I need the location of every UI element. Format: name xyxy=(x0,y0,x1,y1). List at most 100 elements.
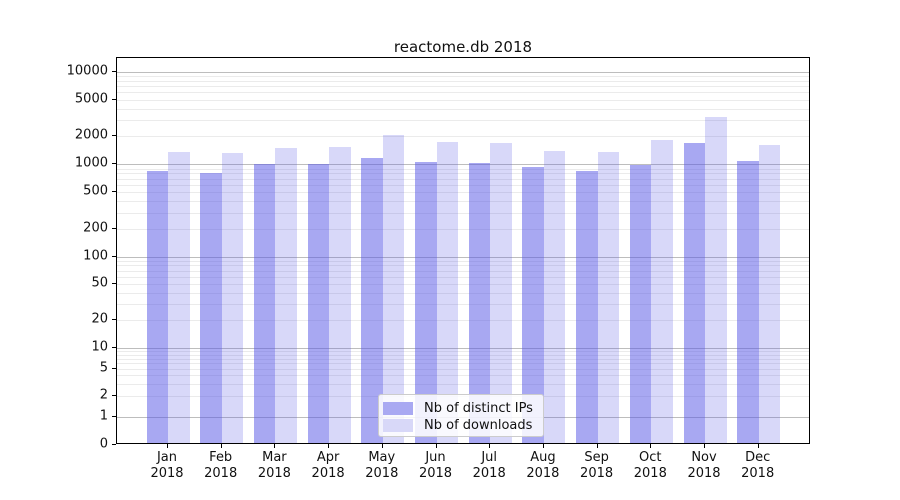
bar-downloads-mar-2018 xyxy=(275,148,297,443)
gridline-minor-4 xyxy=(117,375,809,377)
x-tick-label-mar: Mar 2018 xyxy=(257,450,291,481)
bar-distinct-ips-apr-2018 xyxy=(307,164,330,443)
bar-downloads-feb-2018 xyxy=(221,152,244,443)
x-tick-label-aug: Aug 2018 xyxy=(526,450,560,481)
y-tick-mark-2000 xyxy=(112,135,116,137)
gridline-minor-8000 xyxy=(117,80,809,82)
gridline-minor-2000 xyxy=(117,136,809,138)
x-tick-label-apr: Apr 2018 xyxy=(311,450,345,481)
x-tick-label-sep: Sep 2018 xyxy=(580,450,614,481)
gridline-minor-9 xyxy=(117,351,809,353)
bar-downloads-oct-2018 xyxy=(651,139,673,443)
gridline-minor-50 xyxy=(117,284,809,286)
gridline-minor-3000 xyxy=(117,120,809,122)
y-tick-label-100: 100 xyxy=(83,248,108,263)
y-tick-label-2000: 2000 xyxy=(74,127,108,143)
y-tick-mark-50 xyxy=(112,283,116,285)
y-tick-label-10: 10 xyxy=(91,339,108,355)
y-tick-label-50: 50 xyxy=(91,275,108,291)
bar-downloads-may-2018 xyxy=(382,135,405,443)
x-tick-mark-mar xyxy=(274,444,276,448)
x-tick-label-may: May 2018 xyxy=(365,450,399,481)
gridline-minor-6000 xyxy=(117,92,809,94)
y-tick-label-2: 2 xyxy=(99,387,108,403)
x-tick-mark-feb xyxy=(220,444,222,448)
gridline-major-1000 xyxy=(117,164,809,166)
y-tick-mark-100 xyxy=(112,255,116,257)
legend-item-distinct-ips: Nb of distinct IPs xyxy=(383,400,534,417)
gridline-minor-9000 xyxy=(117,75,809,77)
bar-downloads-jun-2018 xyxy=(436,141,458,443)
legend-item-downloads: Nb of downloads xyxy=(383,417,534,434)
x-tick-mark-dec xyxy=(757,444,759,448)
bar-downloads-sep-2018 xyxy=(597,151,620,443)
gridline-major-10000 xyxy=(117,71,809,73)
gridline-major-100 xyxy=(117,256,809,258)
x-tick-label-jul: Jul 2018 xyxy=(472,450,506,481)
gridline-minor-900 xyxy=(117,168,809,170)
gridline-minor-600 xyxy=(117,184,809,186)
x-tick-label-feb: Feb 2018 xyxy=(204,450,238,481)
y-tick-label-20: 20 xyxy=(91,311,108,327)
bar-downloads-jul-2018 xyxy=(490,142,512,443)
bar-distinct-ips-jan-2018 xyxy=(146,170,168,443)
gridline-minor-5000 xyxy=(117,99,809,101)
y-tick-label-500: 500 xyxy=(83,183,108,199)
gridline-minor-8 xyxy=(117,354,809,356)
x-tick-label-oct: Oct 2018 xyxy=(633,450,667,481)
gridline-minor-20 xyxy=(117,320,809,322)
legend-swatch-downloads xyxy=(383,419,413,432)
bar-distinct-ips-mar-2018 xyxy=(253,164,276,443)
y-tick-mark-5000 xyxy=(112,98,116,100)
gridline-minor-3 xyxy=(117,384,809,386)
bar-distinct-ips-aug-2018 xyxy=(522,166,544,443)
x-tick-mark-jan xyxy=(167,444,168,448)
bar-downloads-jan-2018 xyxy=(168,152,190,443)
y-tick-mark-5 xyxy=(112,367,116,369)
gridline-minor-300 xyxy=(117,212,809,214)
y-tick-mark-1000 xyxy=(112,163,116,165)
y-tick-label-200: 200 xyxy=(83,220,108,236)
y-tick-mark-2 xyxy=(112,395,116,397)
gridline-minor-30 xyxy=(117,304,809,306)
bar-downloads-dec-2018 xyxy=(758,144,781,443)
y-tick-label-1: 1 xyxy=(99,408,108,424)
x-tick-mark-nov xyxy=(704,444,705,448)
y-tick-label-0: 0 xyxy=(99,436,108,452)
x-tick-mark-jun xyxy=(435,444,437,448)
legend-label-distinct-ips: Nb of distinct IPs xyxy=(424,401,533,416)
legend-swatch-distinct-ips xyxy=(383,402,413,415)
y-tick-label-5000: 5000 xyxy=(74,91,108,107)
x-tick-mark-jul xyxy=(489,444,491,448)
x-tick-mark-may xyxy=(381,444,383,448)
gridline-minor-500 xyxy=(117,192,809,194)
gridline-minor-40 xyxy=(117,292,809,294)
bar-downloads-aug-2018 xyxy=(543,150,566,443)
gridline-minor-200 xyxy=(117,228,809,230)
gridline-minor-6 xyxy=(117,363,809,365)
x-tick-mark-sep xyxy=(596,444,598,448)
y-tick-mark-20 xyxy=(112,319,116,321)
gridline-minor-400 xyxy=(117,200,809,202)
bar-distinct-ips-may-2018 xyxy=(361,158,383,443)
y-tick-label-1000: 1000 xyxy=(74,155,108,171)
x-tick-mark-apr xyxy=(328,444,330,448)
plot-area: Nb of distinct IPs Nb of downloads xyxy=(116,57,810,444)
gridline-minor-800 xyxy=(117,173,809,175)
y-tick-mark-200 xyxy=(112,227,116,229)
bar-distinct-ips-feb-2018 xyxy=(200,173,222,443)
bar-downloads-nov-2018 xyxy=(705,117,727,443)
y-tick-mark-10000 xyxy=(112,70,116,72)
x-tick-mark-aug xyxy=(542,444,544,448)
bar-distinct-ips-jul-2018 xyxy=(468,163,491,443)
y-tick-mark-1 xyxy=(112,416,116,417)
legend: Nb of distinct IPs Nb of downloads xyxy=(378,394,544,437)
gridline-minor-70 xyxy=(117,270,809,272)
y-tick-mark-500 xyxy=(112,191,116,193)
x-tick-label-jun: Jun 2018 xyxy=(418,450,453,481)
y-tick-label-10000: 10000 xyxy=(66,63,108,79)
bar-downloads-apr-2018 xyxy=(329,146,351,443)
x-tick-label-dec: Dec 2018 xyxy=(741,450,775,481)
x-tick-label-jan: Jan 2018 xyxy=(150,450,184,481)
